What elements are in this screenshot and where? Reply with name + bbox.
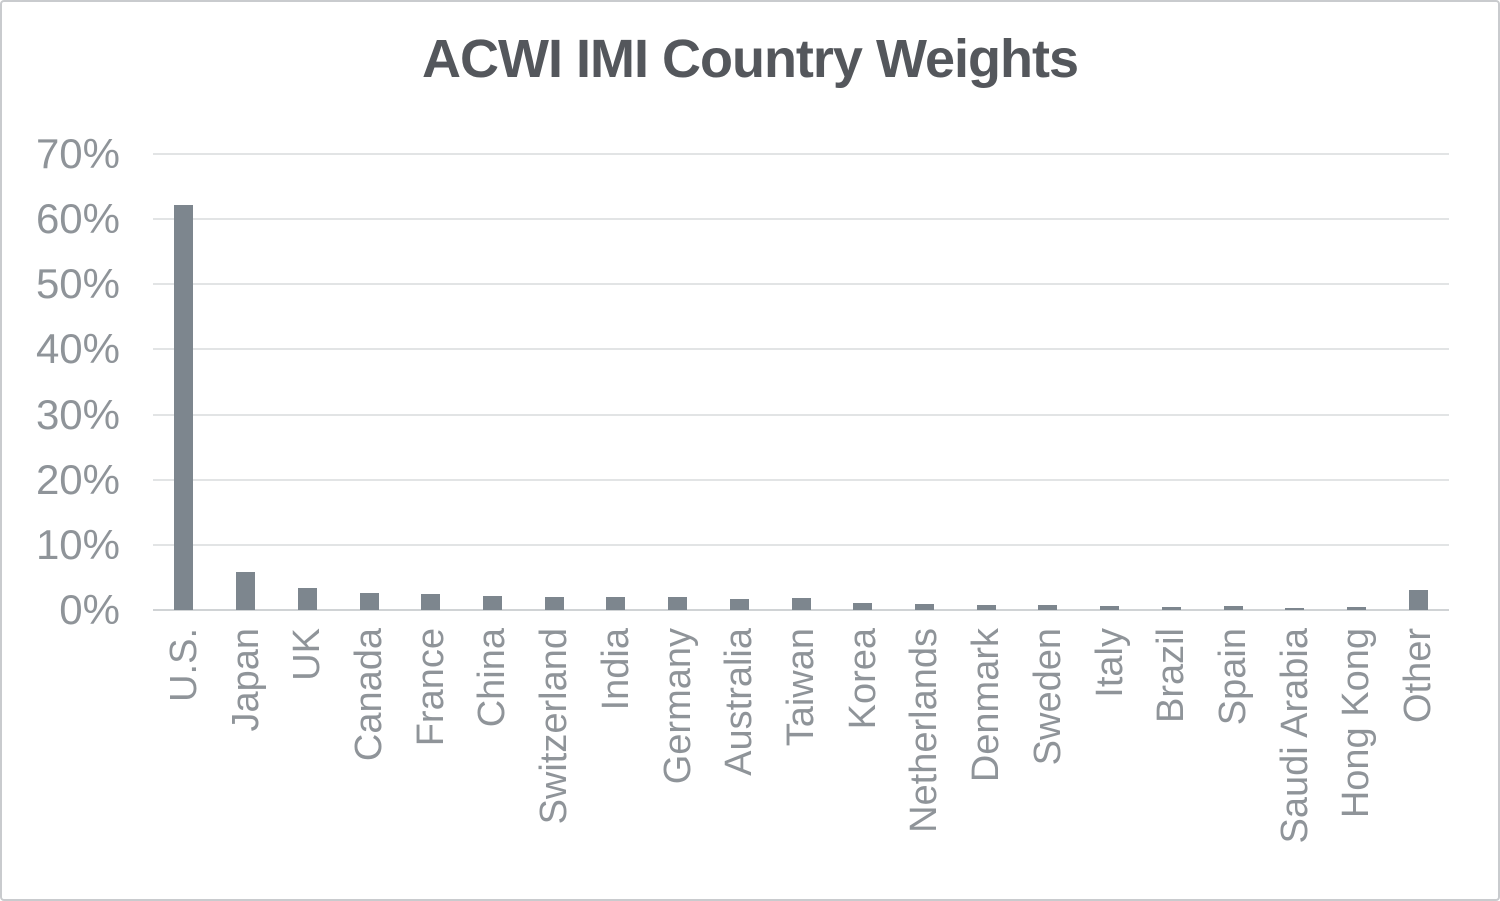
bar-taiwan	[791, 597, 811, 610]
gridline-70%	[153, 153, 1449, 155]
bar-sweden	[1038, 604, 1058, 610]
bar-canada	[359, 593, 379, 610]
x-tick-label-india: India	[594, 628, 637, 711]
x-tick-label-hong-kong: Hong Kong	[1335, 628, 1378, 819]
bar-brazil	[1161, 607, 1181, 610]
x-tick-label-korea: Korea	[841, 628, 884, 730]
x-tick-label-other: Other	[1397, 628, 1440, 724]
bar-hong-kong	[1346, 607, 1366, 610]
gridline-60%	[153, 218, 1449, 221]
x-tick-label-switzerland: Switzerland	[533, 628, 576, 825]
x-tick-label-germany: Germany	[656, 628, 699, 785]
gridline-30%	[153, 413, 1449, 416]
y-tick-label-20%: 20%	[35, 455, 120, 503]
bar-germany	[668, 596, 688, 610]
x-tick-label-france: France	[409, 628, 452, 747]
bar-denmark	[976, 604, 996, 610]
bar-italy	[1100, 606, 1120, 610]
x-tick-label-saudi-arabia: Saudi Arabia	[1273, 628, 1316, 844]
x-tick-label-japan: Japan	[224, 628, 267, 732]
chart-title: ACWI IMI Country Weights	[422, 29, 1079, 89]
gridline-50%	[153, 283, 1449, 286]
bar-india	[606, 596, 626, 610]
x-tick-label-denmark: Denmark	[965, 628, 1008, 783]
y-tick-label-30%: 30%	[35, 390, 120, 438]
bar-france	[421, 594, 441, 610]
bar-uk	[297, 587, 317, 610]
bar-other	[1408, 589, 1428, 610]
x-tick-label-netherlands: Netherlands	[903, 628, 946, 833]
x-tick-label-italy: Italy	[1088, 628, 1131, 698]
x-tick-label-canada: Canada	[348, 628, 390, 762]
x-tick-label-sweden: Sweden	[1026, 628, 1069, 766]
gridline-0%	[153, 609, 1449, 611]
bar-u-s	[174, 204, 194, 610]
bar-australia	[729, 598, 749, 610]
gridline-40%	[153, 348, 1449, 351]
y-tick-label-50%: 50%	[35, 260, 120, 308]
y-tick-label-10%: 10%	[35, 520, 120, 568]
bar-china	[482, 595, 502, 610]
x-tick-label-china: China	[471, 628, 514, 728]
gridline-10%	[153, 543, 1449, 546]
y-tick-label-60%: 60%	[35, 195, 120, 243]
y-tick-label-0%: 0%	[59, 586, 120, 633]
x-tick-label-spain: Spain	[1212, 628, 1254, 726]
bar-saudi-arabia	[1285, 608, 1305, 610]
y-tick-label-70%: 70%	[35, 130, 120, 177]
gridline-20%	[153, 478, 1449, 481]
x-tick-label-u-s: U.S.	[162, 628, 205, 702]
bar-korea	[853, 602, 873, 610]
x-tick-label-australia: Australia	[718, 628, 761, 776]
x-tick-label-taiwan: Taiwan	[780, 628, 822, 747]
y-tick-label-40%: 40%	[35, 325, 120, 373]
x-tick-label-uk: UK	[286, 628, 329, 681]
x-tick-label-brazil: Brazil	[1150, 628, 1193, 724]
bar-netherlands	[914, 604, 934, 610]
bar-japan	[236, 571, 256, 610]
bar-spain	[1223, 606, 1243, 610]
bar-switzerland	[544, 596, 564, 610]
